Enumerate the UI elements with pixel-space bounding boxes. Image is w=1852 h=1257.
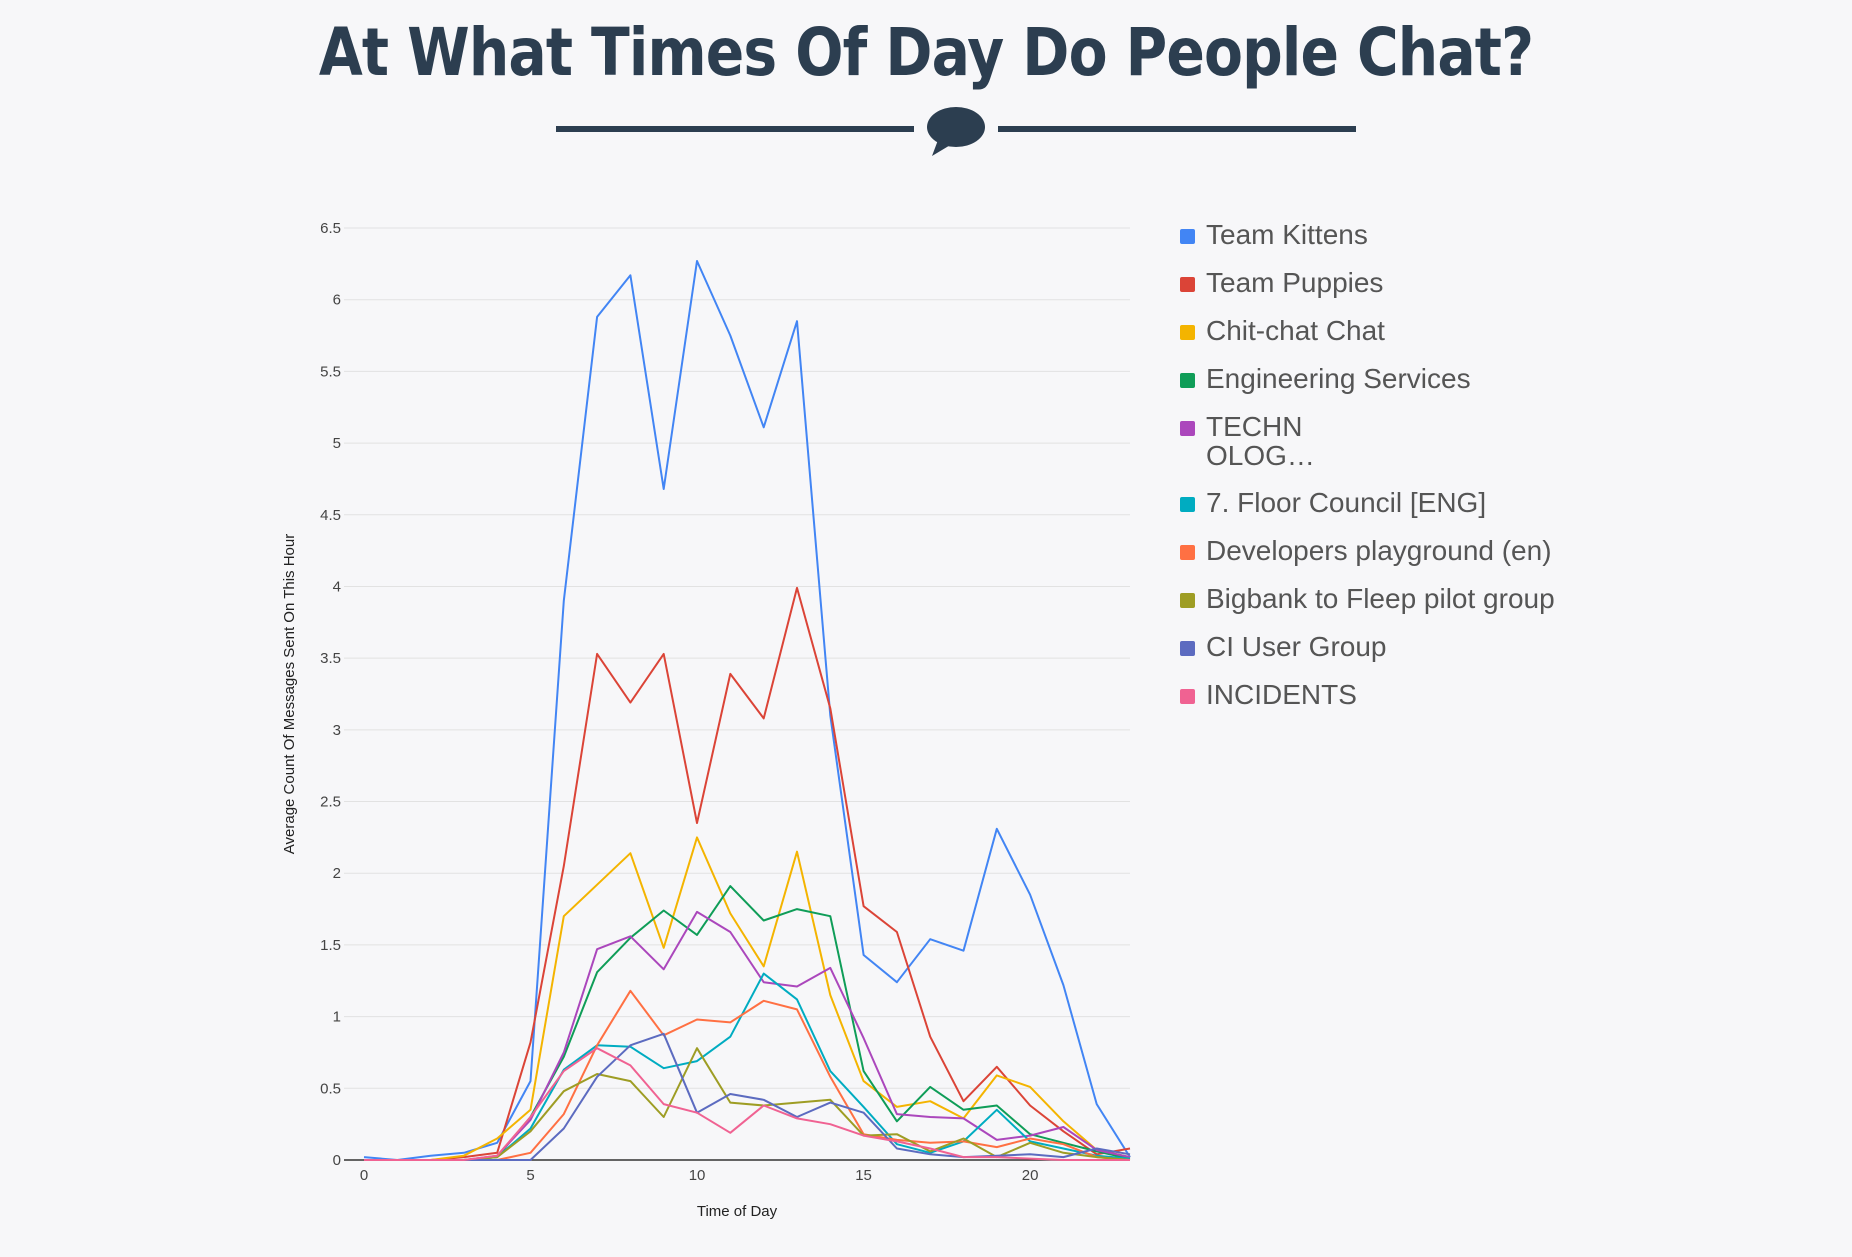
legend-label: Bigbank to Fleep pilot group	[1206, 583, 1555, 614]
legend-swatch	[1180, 593, 1195, 608]
x-tick-label: 0	[360, 1167, 368, 1184]
x-tick-label: 5	[526, 1167, 534, 1184]
legend-item-incidents[interactable]: INCIDENTS	[1180, 680, 1840, 728]
legend-label: Team Kittens	[1206, 219, 1368, 250]
axis-ticks: 0 0.5 1 1.5 2 2.5 3 3.5 4 4.5 5 5.5 6 6.5 0 5 10 15 20	[320, 220, 1038, 1184]
gridlines	[344, 227, 1130, 1161]
legend-swatch	[1180, 497, 1195, 512]
title-rule-right	[998, 126, 1356, 132]
y-tick-label: 2.5	[320, 794, 341, 811]
legend-swatch	[1180, 689, 1195, 704]
legend-item-floor-council[interactable]: 7. Floor Council [ENG]	[1180, 488, 1840, 536]
series-line-2[interactable]	[364, 586, 1131, 1161]
y-tick-label: 6.5	[320, 220, 341, 237]
y-axis-title: Average Count Of Messages Sent On This H…	[281, 534, 298, 854]
y-tick-label: 1.5	[320, 937, 341, 954]
y-tick-label: 3.5	[320, 650, 341, 667]
legend-swatch	[1180, 277, 1195, 292]
legend-label: CI User Group	[1206, 631, 1387, 662]
legend-item-developers-playground[interactable]: Developers playground (en)	[1180, 536, 1840, 584]
series-line-1[interactable]	[363, 260, 1131, 1161]
legend-label: 7. Floor Council [ENG]	[1206, 487, 1487, 518]
legend-swatch	[1180, 641, 1195, 656]
y-tick-label: 3	[333, 722, 341, 739]
legend-swatch	[1180, 421, 1195, 436]
legend-swatch	[1180, 325, 1195, 340]
series-lines	[363, 260, 1131, 1161]
y-tick-label: 4	[333, 578, 341, 595]
legend-item-technolog[interactable]: TECHNOLOG…	[1180, 412, 1840, 488]
y-tick-label: 0.5	[320, 1080, 341, 1097]
series-line-3[interactable]	[364, 836, 1131, 1161]
legend-label: TECHNOLOG…	[1206, 411, 1315, 471]
legend-swatch	[1180, 373, 1195, 388]
series-line-5[interactable]	[364, 910, 1131, 1161]
page-title: At What Times Of Day Do People Chat?	[318, 14, 1534, 91]
x-tick-label: 10	[689, 1167, 706, 1184]
y-tick-label: 2	[333, 865, 341, 882]
legend-label: Developers playground (en)	[1206, 535, 1552, 566]
legend-label: INCIDENTS	[1206, 679, 1357, 710]
y-tick-label: 6	[333, 292, 341, 309]
x-tick-label: 15	[855, 1167, 872, 1184]
y-tick-label: 4.5	[320, 507, 341, 524]
series-line-9[interactable]	[364, 1032, 1131, 1161]
x-axis-title: Time of Day	[697, 1203, 778, 1220]
legend-item-bigbank-pilot-group[interactable]: Bigbank to Fleep pilot group	[1180, 584, 1840, 632]
legend-swatch	[1180, 545, 1195, 560]
y-tick-label: 5	[333, 435, 341, 452]
chart-legend: Team Kittens Team Puppies Chit-chat Chat…	[1180, 220, 1840, 728]
y-tick-label: 1	[333, 1009, 341, 1026]
speech-bubble-icon	[927, 107, 985, 156]
series-line-6[interactable]	[364, 972, 1131, 1161]
legend-label: Chit-chat Chat	[1206, 315, 1385, 346]
y-tick-label: 5.5	[320, 363, 341, 380]
legend-label: Engineering Services	[1206, 363, 1471, 394]
title-rule-left	[556, 126, 914, 132]
series-line-10[interactable]	[364, 1047, 1130, 1161]
legend-item-engineering-services[interactable]: Engineering Services	[1180, 364, 1840, 412]
legend-item-team-puppies[interactable]: Team Puppies	[1180, 268, 1840, 316]
legend-swatch	[1180, 229, 1195, 244]
legend-item-ci-user-group[interactable]: CI User Group	[1180, 632, 1840, 680]
legend-item-team-kittens[interactable]: Team Kittens	[1180, 220, 1840, 268]
x-tick-label: 20	[1022, 1167, 1039, 1184]
legend-label: Team Puppies	[1206, 267, 1384, 298]
legend-item-chit-chat-chat[interactable]: Chit-chat Chat	[1180, 316, 1840, 364]
y-tick-label: 0	[333, 1152, 341, 1169]
